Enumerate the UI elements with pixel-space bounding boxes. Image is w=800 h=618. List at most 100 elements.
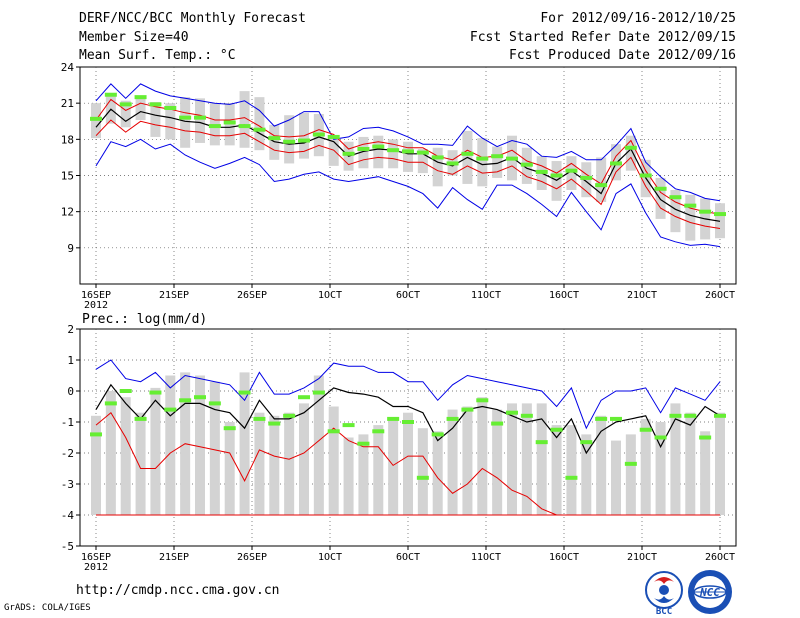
precipitation-member-range-bar [536,403,547,515]
precipitation-climatology-marker [669,413,682,418]
temperature-climatology-marker [520,162,533,167]
temperature-climatology-marker [357,146,370,151]
precipitation-member-range-bar [566,425,577,515]
temperature-climatology-marker [714,212,726,217]
precipitation-member-range-bar [477,397,488,515]
precipitation-climatology-marker [402,420,414,424]
temperature-member-range-bar [269,124,280,160]
temperature-member-range-bar [195,98,205,143]
precipitation-member-range-bar [328,406,339,515]
temperature-climatology-marker [104,92,117,97]
precipitation-x-tick-label: 26SEP [237,552,267,563]
temperature-climatology-marker [506,156,518,161]
temperature-mean-plus-std-line [95,98,721,215]
precipitation-climatology-marker [119,389,132,393]
temperature-member-range-bar [432,147,443,187]
precipitation-climatology-marker [372,429,385,434]
temperature-climatology-marker [238,124,251,129]
precipitation-member-range-bar [135,412,146,515]
precipitation-climatology-marker [624,461,637,466]
precipitation-climatology-marker [342,423,355,428]
temperature-member-range-bar [358,136,369,169]
temperature-x-tick-label: 1OCT [318,290,342,301]
precipitation-member-range-bar [284,412,295,515]
precipitation-member-range-bar [209,381,220,515]
temperature-x-tick-year: 2012 [84,300,108,311]
forecast-produced-date: Fcst Produced Date 2012/09/16 [509,48,736,63]
temperature-climatology-marker [550,173,563,178]
precipitation-climatology-marker [179,398,192,403]
temperature-climatology-marker [669,195,682,200]
source-url[interactable]: http://cmdp.ncc.cma.gov.cn [76,583,280,598]
temperature-member-range-bar [284,115,295,164]
temperature-member-range-bar [120,100,131,128]
temperature-member-range-bar [135,95,146,121]
temperature-member-range-bar [625,135,636,171]
temperature-member-range-bar [403,141,413,172]
temperature-climatology-marker [610,161,622,166]
variable-label: Mean Surf. Temp.: °C [79,48,236,63]
temperature-climatology-marker [565,168,578,173]
temperature-climatology-marker [446,161,459,166]
temperature-x-tick-label: 21OCT [627,290,657,301]
precipitation-mean-minus-std-line [95,411,720,516]
temperature-member-range-bar [685,194,696,241]
temperature-member-range-bar [417,148,428,174]
temperature-member-range-bar [596,157,607,203]
precipitation-member-range-bar [254,412,265,515]
temperature-member-range-bar [165,103,176,140]
precipitation-member-range-bar [521,403,532,515]
temperature-climatology-marker [149,102,162,107]
precipitation-climatology-marker [580,440,593,445]
precipitation-member-range-bar [105,391,116,515]
precipitation-climatology-marker [550,427,563,432]
precipitation-member-range-bar [670,403,681,515]
temperature-climatology-marker [312,132,325,137]
temperature-member-range-bar [477,138,488,187]
precipitation-climatology-marker [268,421,281,426]
temperature-climatology-marker [298,138,310,143]
precipitation-member-range-bar [715,412,725,515]
precipitation-climatology-marker [639,427,652,432]
precipitation-climatology-marker [520,413,533,418]
temperature-climatology-marker [431,155,444,160]
ncc-logo-icon: NCC [688,570,732,614]
temperature-x-tick-label: 16OCT [549,290,579,301]
precipitation-x-tick-label: 26OCT [705,552,735,563]
precipitation-climatology-marker [446,416,459,421]
forecast-started-date: Fcst Started Refer Date 2012/09/15 [469,30,736,45]
precipitation-x-tick-label: 16OCT [549,552,579,563]
temperature-climatology-marker [342,151,355,156]
precipitation-climatology-marker [461,407,474,412]
precipitation-y-tick-label: -5 [61,540,74,553]
temperature-x-tick-label: 26OCT [705,290,735,301]
precipitation-climatology-marker [431,432,444,437]
temperature-climatology-marker [372,144,385,149]
temperature-y-tick-label: 15 [61,170,74,183]
temperature-member-min-line [95,138,721,248]
precipitation-x-tick-year: 2012 [84,562,108,573]
precipitation-climatology-marker [238,390,251,395]
precipitation-member-range-bar [313,375,324,515]
precipitation-climatology-marker [491,421,504,426]
temperature-climatology-marker [208,124,221,129]
precipitation-y-tick-label: 2 [67,323,74,336]
precipitation-climatology-marker [506,410,518,415]
forecast-period: For 2012/09/16-2012/10/25 [540,11,736,26]
temperature-x-tick-label: 11OCT [471,290,501,301]
precipitation-y-tick-label: 0 [67,385,74,398]
temperature-climatology-marker [223,120,236,125]
temperature-climatology-marker [684,203,697,208]
temperature-member-range-bar [239,91,250,148]
precipitation-climatology-marker [312,390,325,395]
precipitation-member-range-bar [224,422,235,515]
grads-credit: GrADS: COLA/IGES [4,603,91,613]
precipitation-member-range-bar [507,403,517,515]
precipitation-member-range-bar [388,418,399,515]
temperature-climatology-marker [580,175,593,180]
precipitation-member-range-bar [700,431,711,515]
temperature-member-range-bar [655,177,666,219]
temperature-y-tick-label: 18 [61,133,74,146]
precipitation-member-range-bar [625,434,636,515]
